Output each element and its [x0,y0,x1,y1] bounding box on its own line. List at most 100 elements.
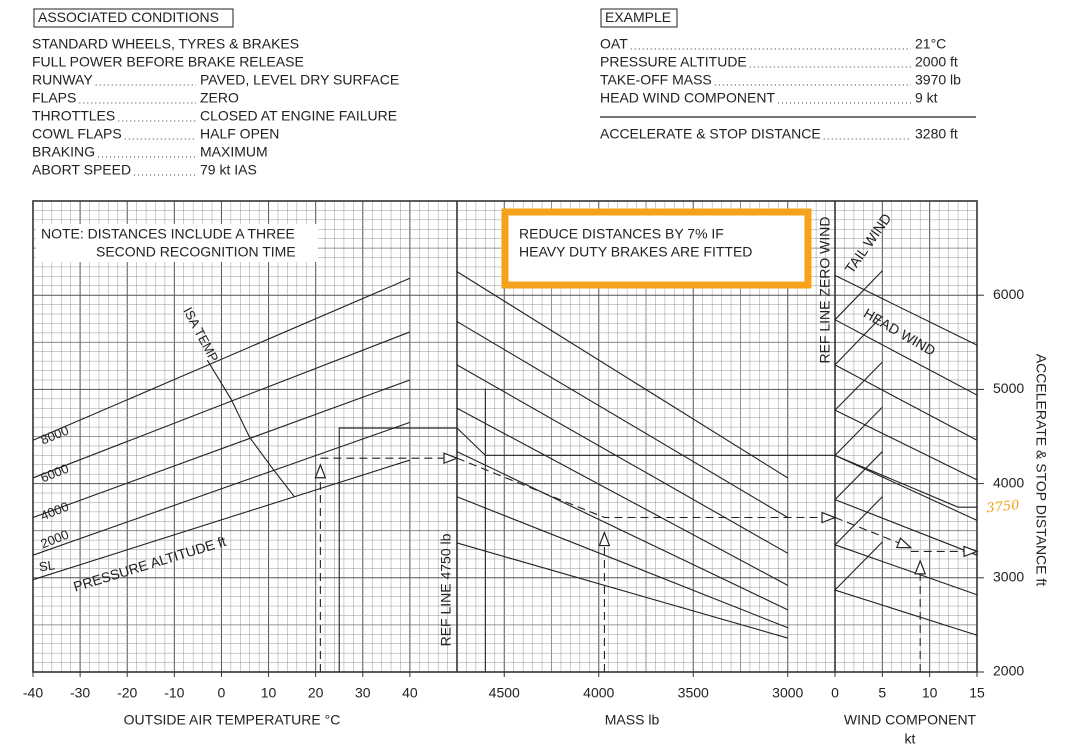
item-label: THROTTLES [32,108,115,124]
note: SECOND RECOGNITION TIME [96,244,296,260]
x-tick-label: 0 [218,685,226,701]
item-label: TAKE-OFF MASS [600,72,712,88]
series-label: 8000 [38,423,70,448]
series-label: SL [38,557,56,574]
guide-line [32,277,411,441]
x-tick-label: 3500 [678,685,709,701]
annotation: HEAD WIND [861,305,938,359]
x-tick-label: 4500 [489,685,520,701]
highlight-box [501,208,812,289]
item-label: BRAKING [32,144,95,160]
guide-line [834,315,883,366]
x-tick-label: 15 [969,685,985,701]
item-label: OAT [600,36,628,52]
x-tick-label: 5 [878,685,886,701]
y-tick-label: 5000 [993,380,1024,396]
guide-line [834,361,883,411]
guide-line [834,544,978,596]
item-label: PRESSURE ALTITUDE [600,54,747,70]
x-tick-label: 3000 [772,685,803,701]
example-guide [456,457,837,524]
note-bg [36,224,318,262]
guide-line [834,451,883,501]
guide-line [834,496,883,546]
guide-line [834,454,977,508]
guide-line [834,409,978,481]
ref-line-label: REF LINE ZERO WIND [817,216,833,363]
series-label: 6000 [38,461,70,486]
title-box [600,8,678,28]
x-tick-label: 20 [308,685,324,701]
x-axis-label: OUTSIDE AIR TEMPERATURE °C [124,712,341,728]
item-value: 21°C [915,36,946,52]
item-label: COWL FLAPS [32,126,122,142]
guide-line [834,319,978,396]
item-label: ABORT SPEED [32,162,131,178]
labels: STANDARD WHEELS, TYRES & BRAKES FULL POWE… [23,36,1049,747]
x-tick-label: -20 [117,685,137,701]
guide-line [834,589,978,636]
y-tick-label: 6000 [993,286,1024,302]
series-label: ISA TEMP [180,305,221,365]
x-tick-label: -40 [23,685,43,701]
x-tick-label: -30 [70,685,90,701]
guide-line [456,496,788,629]
result-label: ACCELERATE & STOP DISTANCE [600,126,821,142]
guide-line [32,331,411,479]
result-value: 3280 ft [915,126,958,142]
example-title: EXAMPLE [605,9,671,25]
guide-line [456,364,789,554]
item-value: 2000 ft [915,54,958,70]
guide-line [834,454,978,521]
guide-line [32,421,411,556]
guide-line [456,451,788,611]
item-label: FLAPS [32,90,76,106]
x-tick-label: 10 [922,685,938,701]
plot-frame [32,200,978,673]
x-axis-label: WIND COMPONENT [844,712,977,728]
guide-line [834,541,883,591]
x-axis-label: MASS lb [605,712,660,728]
note: NOTE: DISTANCES INCLUDE A THREE [41,226,295,242]
grid [32,200,984,677]
result-label: 3750 [986,498,1020,516]
example-guide [834,517,913,549]
item-label: RUNWAY [32,72,93,88]
item-value: PAVED, LEVEL DRY SURFACE [200,72,399,88]
guide-line [834,406,883,456]
x-tick-label: 40 [402,685,418,701]
x-tick-label: -10 [164,685,184,701]
ref-line-label: REF LINE 4750 lb [438,533,454,646]
guide-line [32,459,411,581]
x-axis-label: kt [905,731,916,747]
item-label: STANDARD WHEELS, TYRES & BRAKES [32,36,299,52]
marks [32,270,979,672]
guide-line [456,427,835,456]
item-value: HALF OPEN [200,126,279,142]
item-value: 9 kt [915,90,938,106]
annotation: TAIL WIND [842,210,895,276]
note-bg [508,215,805,282]
item-value: 79 kt IAS [200,162,257,178]
guide-line [834,274,978,346]
y-tick-label: 3000 [993,569,1024,585]
title-box [33,8,234,28]
y-tick-label: 4000 [993,474,1024,490]
note: REDUCE DISTANCES BY 7% IF [519,226,724,242]
guide-line [834,270,883,321]
note: HEAVY DUTY BRAKES ARE FITTED [519,244,752,260]
x-tick-label: 4000 [583,685,614,701]
item-value: ZERO [200,90,239,106]
guide-line [206,359,295,498]
guide-line [834,364,978,441]
x-tick-label: 10 [261,685,277,701]
item-value: CLOSED AT ENGINE FAILURE [200,108,397,124]
conditions-title: ASSOCIATED CONDITIONS [38,9,219,25]
guide-line [456,407,789,586]
y-tick-label: 2000 [993,663,1024,679]
guide-line [456,321,789,518]
x-tick-label: 0 [831,685,839,701]
guide-line [338,427,457,672]
guide-line [834,499,978,556]
guide-line [32,379,411,519]
